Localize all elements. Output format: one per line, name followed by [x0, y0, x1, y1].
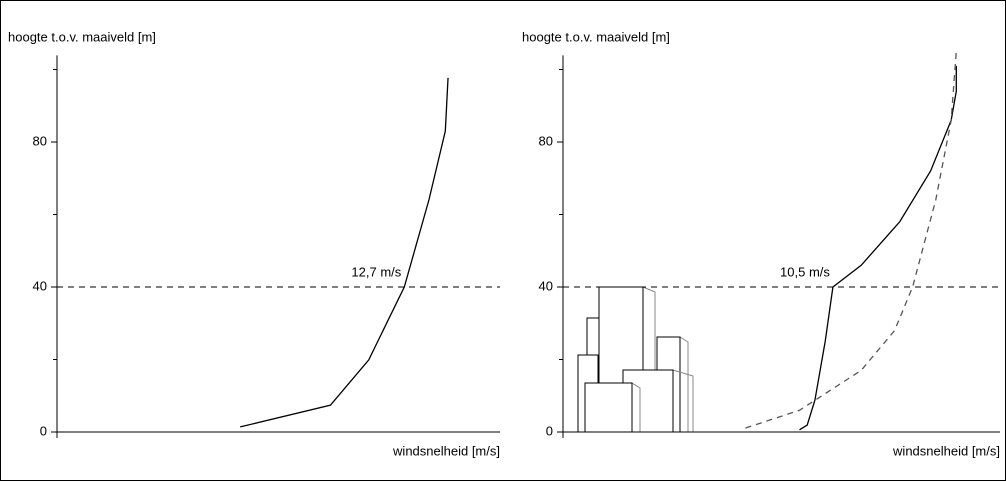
x-axis-label: windsnelheid [m/s]: [892, 443, 1000, 458]
y-tick-label: 80: [33, 133, 47, 148]
wind-profile: [799, 65, 957, 431]
y-tick-label: 0: [546, 423, 553, 438]
y-axis-label: hoogte t.o.v. maaiveld [m]: [8, 29, 156, 44]
buildings: [577, 286, 694, 433]
annotation: 12,7 m/s: [351, 264, 401, 279]
y-tick-label: 40: [33, 278, 47, 293]
y-tick-label: 80: [539, 133, 553, 148]
wind-profile: [240, 77, 449, 428]
dashed-profile: [745, 51, 957, 429]
annotation: 10,5 m/s: [780, 264, 830, 279]
y-tick-label: 40: [539, 278, 553, 293]
y-axis-label: hoogte t.o.v. maaiveld [m]: [522, 29, 670, 44]
y-tick-label: 0: [40, 423, 47, 438]
x-axis-label: windsnelheid [m/s]: [392, 443, 500, 458]
